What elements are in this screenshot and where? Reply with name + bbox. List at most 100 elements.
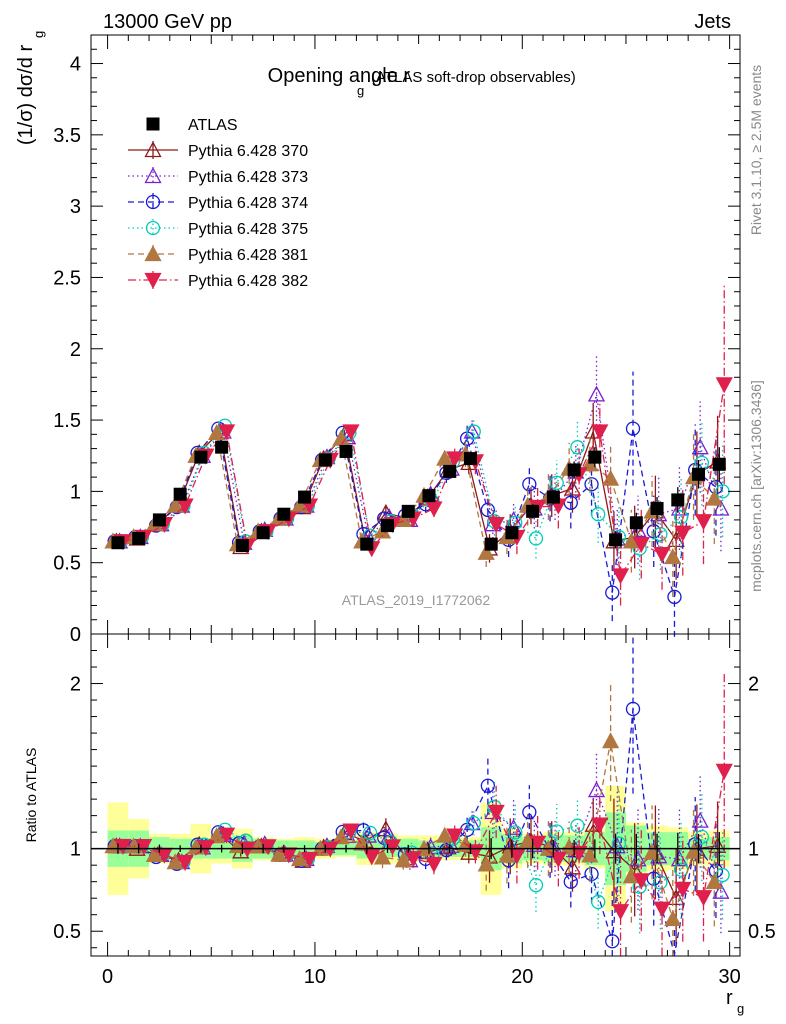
main-axes-layer: 0 0.5 1 1.5 2 2.5 3 3.5 4 bbox=[53, 35, 740, 646]
y-tick-label: 0.5 bbox=[53, 553, 81, 575]
data-point bbox=[671, 493, 685, 507]
ratio-series-pythia-6-428-374 bbox=[107, 634, 724, 956]
x-tick-label: 10 bbox=[304, 966, 326, 988]
ratio-data-point bbox=[404, 851, 422, 868]
data-point bbox=[653, 546, 671, 564]
ratio-data-point bbox=[373, 848, 392, 865]
ratio-data-point bbox=[591, 894, 606, 910]
y-tick-label: 1.5 bbox=[53, 410, 81, 432]
legend-label: Pythia 6.428 370 bbox=[188, 143, 308, 160]
data-point bbox=[646, 524, 661, 539]
ratio-data-point bbox=[504, 818, 523, 835]
ratio-data-point bbox=[643, 843, 661, 860]
data-point bbox=[526, 504, 540, 518]
data-point bbox=[277, 507, 291, 521]
data-point bbox=[609, 533, 623, 547]
legend-entry: Pythia 6.428 381 bbox=[128, 245, 308, 264]
ratio-data-point bbox=[135, 839, 153, 856]
data-point bbox=[339, 444, 353, 458]
data-point bbox=[605, 585, 620, 600]
ratio-y-tick-label-right: 0.5 bbox=[748, 921, 776, 943]
ratio-data-point bbox=[602, 732, 620, 749]
data-point bbox=[401, 504, 415, 518]
data-point bbox=[692, 467, 706, 481]
legend-label: Pythia 6.428 382 bbox=[188, 273, 308, 290]
ratio-y-tick-label: 1 bbox=[70, 839, 81, 861]
energy-label: 13000 GeV pp bbox=[103, 11, 232, 33]
ratio-data-point bbox=[519, 832, 537, 849]
data-point bbox=[215, 440, 229, 454]
mcplots-label: mcplots.cern.ch [arXiv:1306.3436] bbox=[748, 380, 764, 592]
data-point bbox=[570, 440, 585, 455]
x-axis-label: r bbox=[726, 987, 733, 1009]
data-point bbox=[480, 502, 496, 518]
y-axis-label-main-text: (1/σ) dσ/d r bbox=[15, 45, 37, 146]
ratio-data-point bbox=[629, 850, 647, 867]
data-point bbox=[111, 536, 125, 550]
chart-title-subscript: g bbox=[357, 83, 364, 98]
chart-title-main: Opening angle r bbox=[268, 65, 411, 87]
ratio-y-tick-label-right: 2 bbox=[748, 674, 759, 696]
x-axis-label-subscript: g bbox=[737, 1001, 744, 1016]
data-point bbox=[591, 424, 609, 441]
ratio-data-point bbox=[383, 839, 402, 856]
y-tick-label: 2.5 bbox=[53, 267, 81, 289]
ratio-data-point bbox=[611, 904, 630, 921]
data-point bbox=[443, 464, 457, 478]
ratio-data-point bbox=[145, 845, 164, 863]
ratio-data-point bbox=[332, 828, 350, 845]
data-point bbox=[715, 377, 733, 394]
ratio-data-point bbox=[691, 811, 709, 828]
legend-marker bbox=[144, 272, 162, 289]
ratio-data-point bbox=[694, 829, 709, 845]
process-label: Jets bbox=[694, 11, 731, 33]
data-point bbox=[673, 509, 689, 525]
data-point bbox=[381, 519, 395, 533]
ratio-data-point bbox=[611, 836, 627, 851]
ratio-y-tick-label: 0.5 bbox=[53, 921, 81, 943]
ratio-data-point bbox=[477, 855, 495, 872]
series-atlas bbox=[111, 440, 726, 553]
data-point bbox=[629, 516, 643, 530]
main-data-layer bbox=[104, 284, 733, 637]
data-point bbox=[653, 527, 668, 542]
data-point bbox=[425, 501, 443, 518]
data-point bbox=[522, 477, 537, 492]
ratio-data-point bbox=[653, 901, 671, 918]
data-point bbox=[466, 424, 481, 439]
legend-label: ATLAS bbox=[188, 117, 238, 134]
ratio-series-pythia-6-428-381 bbox=[104, 681, 723, 956]
legend-entry: Pythia 6.428 373 bbox=[128, 167, 308, 186]
ratio-y-axis-label: Ratio to ATLAS bbox=[23, 748, 39, 843]
legend-marker bbox=[144, 167, 162, 184]
series-pythia-6-428-370 bbox=[107, 402, 727, 580]
data-point bbox=[505, 526, 519, 540]
data-point bbox=[152, 513, 166, 527]
data-point bbox=[674, 525, 692, 542]
legend-label: Pythia 6.428 381 bbox=[188, 247, 308, 264]
ratio-data-point bbox=[587, 781, 606, 798]
ratio-data-point bbox=[705, 873, 723, 890]
series-pythia-6-428-382 bbox=[114, 284, 733, 606]
ratio-data-point bbox=[549, 824, 564, 839]
ratio-data-point bbox=[570, 845, 588, 862]
legend-label: Pythia 6.428 375 bbox=[188, 221, 308, 238]
ratio-data-point bbox=[570, 818, 585, 833]
ratio-data-point bbox=[584, 866, 599, 882]
ratio-data-point bbox=[522, 805, 537, 820]
y-tick-label: 4 bbox=[70, 54, 81, 76]
ratio-data-point bbox=[353, 834, 371, 851]
data-point bbox=[712, 457, 726, 471]
y-axis-label-main-subscript: g bbox=[31, 31, 46, 38]
ratio-plot-frame bbox=[90, 633, 741, 957]
data-point bbox=[446, 451, 464, 468]
ratio-data-point bbox=[529, 835, 547, 852]
ratio-data-layer bbox=[91, 634, 740, 956]
y-tick-label: 1 bbox=[70, 481, 81, 503]
y-tick-label: 0 bbox=[70, 624, 81, 646]
ratio-data-point bbox=[197, 840, 215, 857]
x-tick-label: 0 bbox=[102, 966, 113, 988]
ratio-data-point bbox=[487, 804, 505, 821]
data-point bbox=[691, 438, 709, 455]
